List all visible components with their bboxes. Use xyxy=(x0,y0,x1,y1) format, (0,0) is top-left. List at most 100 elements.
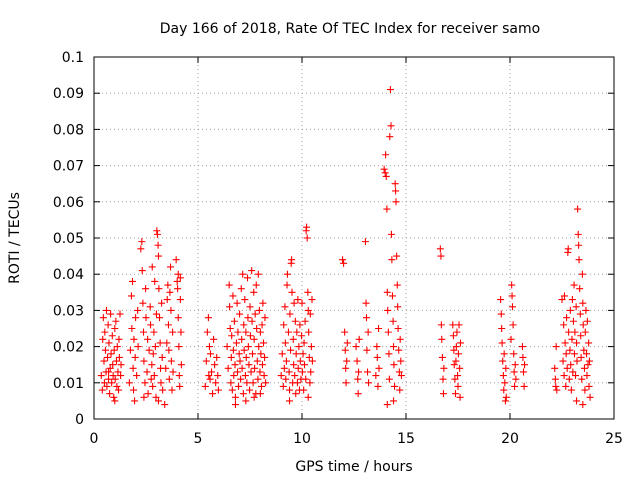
data-point xyxy=(388,256,396,264)
data-point xyxy=(140,393,148,401)
data-point xyxy=(115,386,123,394)
data-point xyxy=(176,296,184,304)
data-point xyxy=(383,288,391,296)
data-point xyxy=(239,390,247,398)
data-point xyxy=(172,256,180,264)
y-tick-label: 0.08 xyxy=(53,122,84,138)
chart-title: Day 166 of 2018, Rate Of TEC Index for r… xyxy=(160,21,540,37)
data-point xyxy=(246,303,254,311)
data-point xyxy=(364,368,372,376)
data-point xyxy=(127,292,135,300)
data-point xyxy=(142,314,150,322)
data-point xyxy=(244,343,252,351)
data-point xyxy=(168,386,176,394)
data-point xyxy=(101,346,109,354)
data-point xyxy=(306,310,314,318)
data-point xyxy=(140,328,148,336)
data-point xyxy=(108,332,116,340)
data-point xyxy=(284,328,292,336)
data-point xyxy=(106,364,114,372)
y-tick-label: 0.04 xyxy=(53,267,84,283)
data-point xyxy=(501,379,509,387)
data-point xyxy=(579,299,587,307)
data-point xyxy=(206,350,214,358)
data-point xyxy=(438,353,446,361)
data-point xyxy=(573,339,581,347)
data-point xyxy=(362,314,370,322)
data-point xyxy=(228,386,236,394)
data-point xyxy=(439,375,447,383)
data-point xyxy=(286,386,294,394)
data-point xyxy=(150,328,158,336)
data-point xyxy=(303,234,311,242)
data-point xyxy=(560,292,568,300)
data-point xyxy=(227,379,235,387)
data-point xyxy=(252,281,260,289)
data-point xyxy=(129,364,137,372)
data-point xyxy=(521,361,529,369)
data-point xyxy=(585,339,593,347)
data-point xyxy=(137,245,145,253)
data-point xyxy=(230,317,238,325)
data-point xyxy=(256,328,264,336)
data-point xyxy=(235,382,243,390)
data-point xyxy=(249,379,257,387)
data-point xyxy=(390,361,398,369)
data-point xyxy=(372,372,380,380)
data-point xyxy=(152,393,160,401)
data-point xyxy=(167,263,175,271)
data-point xyxy=(580,364,588,372)
data-point xyxy=(308,357,316,365)
data-point xyxy=(147,321,155,329)
data-point xyxy=(165,375,173,383)
data-point xyxy=(354,390,362,398)
data-point xyxy=(453,328,461,336)
data-point xyxy=(573,397,581,405)
data-point xyxy=(390,343,398,351)
data-point xyxy=(502,393,510,401)
data-point xyxy=(511,361,519,369)
grid xyxy=(94,57,614,419)
data-point xyxy=(226,325,234,332)
data-point xyxy=(113,382,121,390)
axis-ticks: 0 0.01 0.02 0.03 0.04 0.05 0.06 0.07 0.08 0.09 0.1… xyxy=(53,50,623,447)
data-point xyxy=(166,288,174,296)
data-point xyxy=(502,364,510,372)
data-point xyxy=(164,321,172,329)
data-point xyxy=(236,357,244,365)
x-tick-label: 0 xyxy=(90,431,99,447)
data-point xyxy=(280,321,288,329)
data-point xyxy=(509,321,517,329)
data-point xyxy=(139,299,147,307)
data-point xyxy=(380,165,388,173)
data-point xyxy=(173,277,181,285)
data-point xyxy=(255,343,263,351)
data-point xyxy=(232,339,240,347)
data-point xyxy=(583,317,591,325)
data-point xyxy=(246,332,254,340)
data-point xyxy=(167,306,175,314)
data-point xyxy=(254,270,262,278)
y-tick-label: 0.07 xyxy=(53,159,84,175)
data-point xyxy=(111,375,119,383)
data-point xyxy=(105,368,113,376)
data-point xyxy=(450,361,458,369)
data-point xyxy=(570,281,578,289)
data-point xyxy=(381,169,389,177)
data-point xyxy=(552,343,560,351)
data-point xyxy=(569,368,577,376)
data-point xyxy=(396,335,404,343)
data-point xyxy=(569,317,577,325)
data-point xyxy=(128,325,136,332)
data-point xyxy=(375,364,383,372)
data-point xyxy=(98,386,106,394)
data-point xyxy=(156,314,164,322)
data-point xyxy=(131,397,139,405)
data-point xyxy=(237,375,245,383)
data-point xyxy=(456,393,464,401)
data-point xyxy=(280,364,288,372)
data-point xyxy=(175,372,183,380)
data-point xyxy=(117,372,125,380)
data-point xyxy=(382,151,390,159)
